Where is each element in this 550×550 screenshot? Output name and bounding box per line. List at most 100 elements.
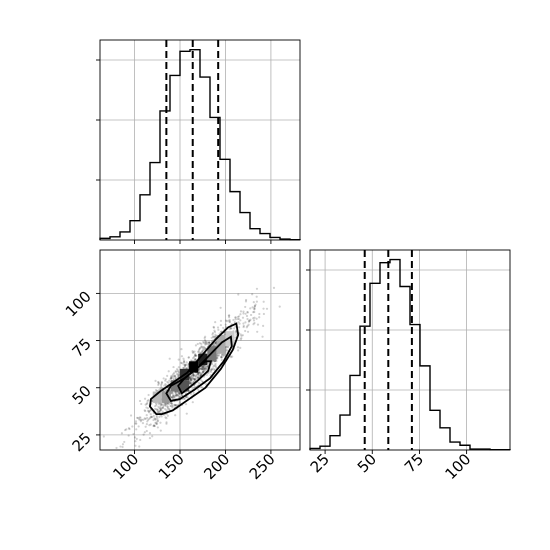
scatter-point [202,369,205,372]
scatter-point [128,427,131,431]
scatter-point [188,382,192,385]
scatter-point [220,358,223,362]
scatter-point [166,374,169,377]
scatter-point [198,367,202,371]
axes-frame [99,249,301,451]
scatter-point [160,381,163,384]
scatter-point [205,342,208,345]
scatter-point [149,423,152,426]
scatter-point [136,416,139,419]
scatter-point [200,368,203,371]
scatter-point [193,377,196,380]
scatter-point [140,402,143,406]
scatter-point [115,446,118,450]
scatter-point [163,384,166,387]
scatter-point [164,402,168,405]
scatter-point [116,454,118,456]
histogram-bin [320,446,330,450]
scatter-point [129,414,133,417]
scatter-point [194,377,198,380]
histogram-bin [250,229,260,240]
scatter-point [177,391,180,394]
scatter-point [144,425,147,428]
scatter-point [164,379,167,382]
scatter-point [198,370,201,373]
scatter-point [168,379,171,382]
scatter-point [192,355,196,358]
scatter-point [132,432,135,436]
scatter-point [159,406,162,410]
scatter-point [203,338,207,342]
scatter-point [154,379,157,382]
scatter-point [216,357,219,360]
scatter-point [142,433,145,436]
scatter-point [174,394,177,397]
scatter-point [193,379,196,383]
scatter-point [239,313,242,316]
scatter-point [252,311,255,314]
scatter-point [205,383,208,386]
histogram-bin [190,50,200,240]
scatter-point [202,364,205,367]
scatter-point [159,387,162,390]
scatter-point [207,341,210,344]
histogram-bin [150,163,160,240]
scatter-point [255,287,259,290]
scatter-point [170,391,173,395]
scatter-point [199,378,202,382]
scatter-point [156,408,159,411]
scatter-point [170,376,173,379]
scatter-point [147,393,150,397]
scatter-point [235,332,238,335]
scatter-point [184,363,187,367]
histogram-bin [160,111,170,240]
scatter-point [150,415,153,418]
scatter-point [247,319,251,322]
scatter-point [242,325,245,329]
scatter-point [193,378,196,381]
scatter-point [167,402,170,405]
scatter-point [165,421,168,424]
scatter-point [157,380,160,384]
scatter-point [145,406,148,409]
scatter-point [148,411,151,414]
scatter-point [194,375,197,378]
scatter-point [221,353,224,356]
scatter-point [144,403,147,406]
scatter-point [253,304,256,308]
histogram-bin [440,428,450,450]
scatter-point [255,295,258,298]
scatter-point [192,378,195,381]
scatter-point [219,306,222,309]
scatter-point [202,340,205,343]
scatter-point [249,313,253,317]
density-cell [180,380,190,392]
scatter-point [173,396,176,399]
scatter-point [155,402,158,405]
scatter-point [196,372,199,375]
scatter-point [174,391,177,394]
scatter-point [256,330,259,333]
scatter-point [148,417,151,420]
scatter-point [205,365,208,368]
scatter-point [192,351,195,354]
scatter-point [200,345,203,348]
scatter-point [144,409,147,413]
scatter-point [152,424,155,428]
scatter-point [170,404,173,408]
scatter-point [198,367,202,370]
scatter-point [201,371,205,374]
scatter-point [173,404,177,407]
scatter-point [202,364,205,367]
scatter-point [237,349,240,352]
scatter-point [199,373,203,376]
scatter-point [145,429,148,433]
scatter-point [171,403,174,406]
scatter-point [191,376,194,379]
scatter-point [178,396,181,399]
histogram-bin [330,436,340,450]
scatter-point [155,404,158,407]
scatter-point [159,408,163,412]
scatter-point [248,319,251,322]
histogram-bin [110,237,120,240]
